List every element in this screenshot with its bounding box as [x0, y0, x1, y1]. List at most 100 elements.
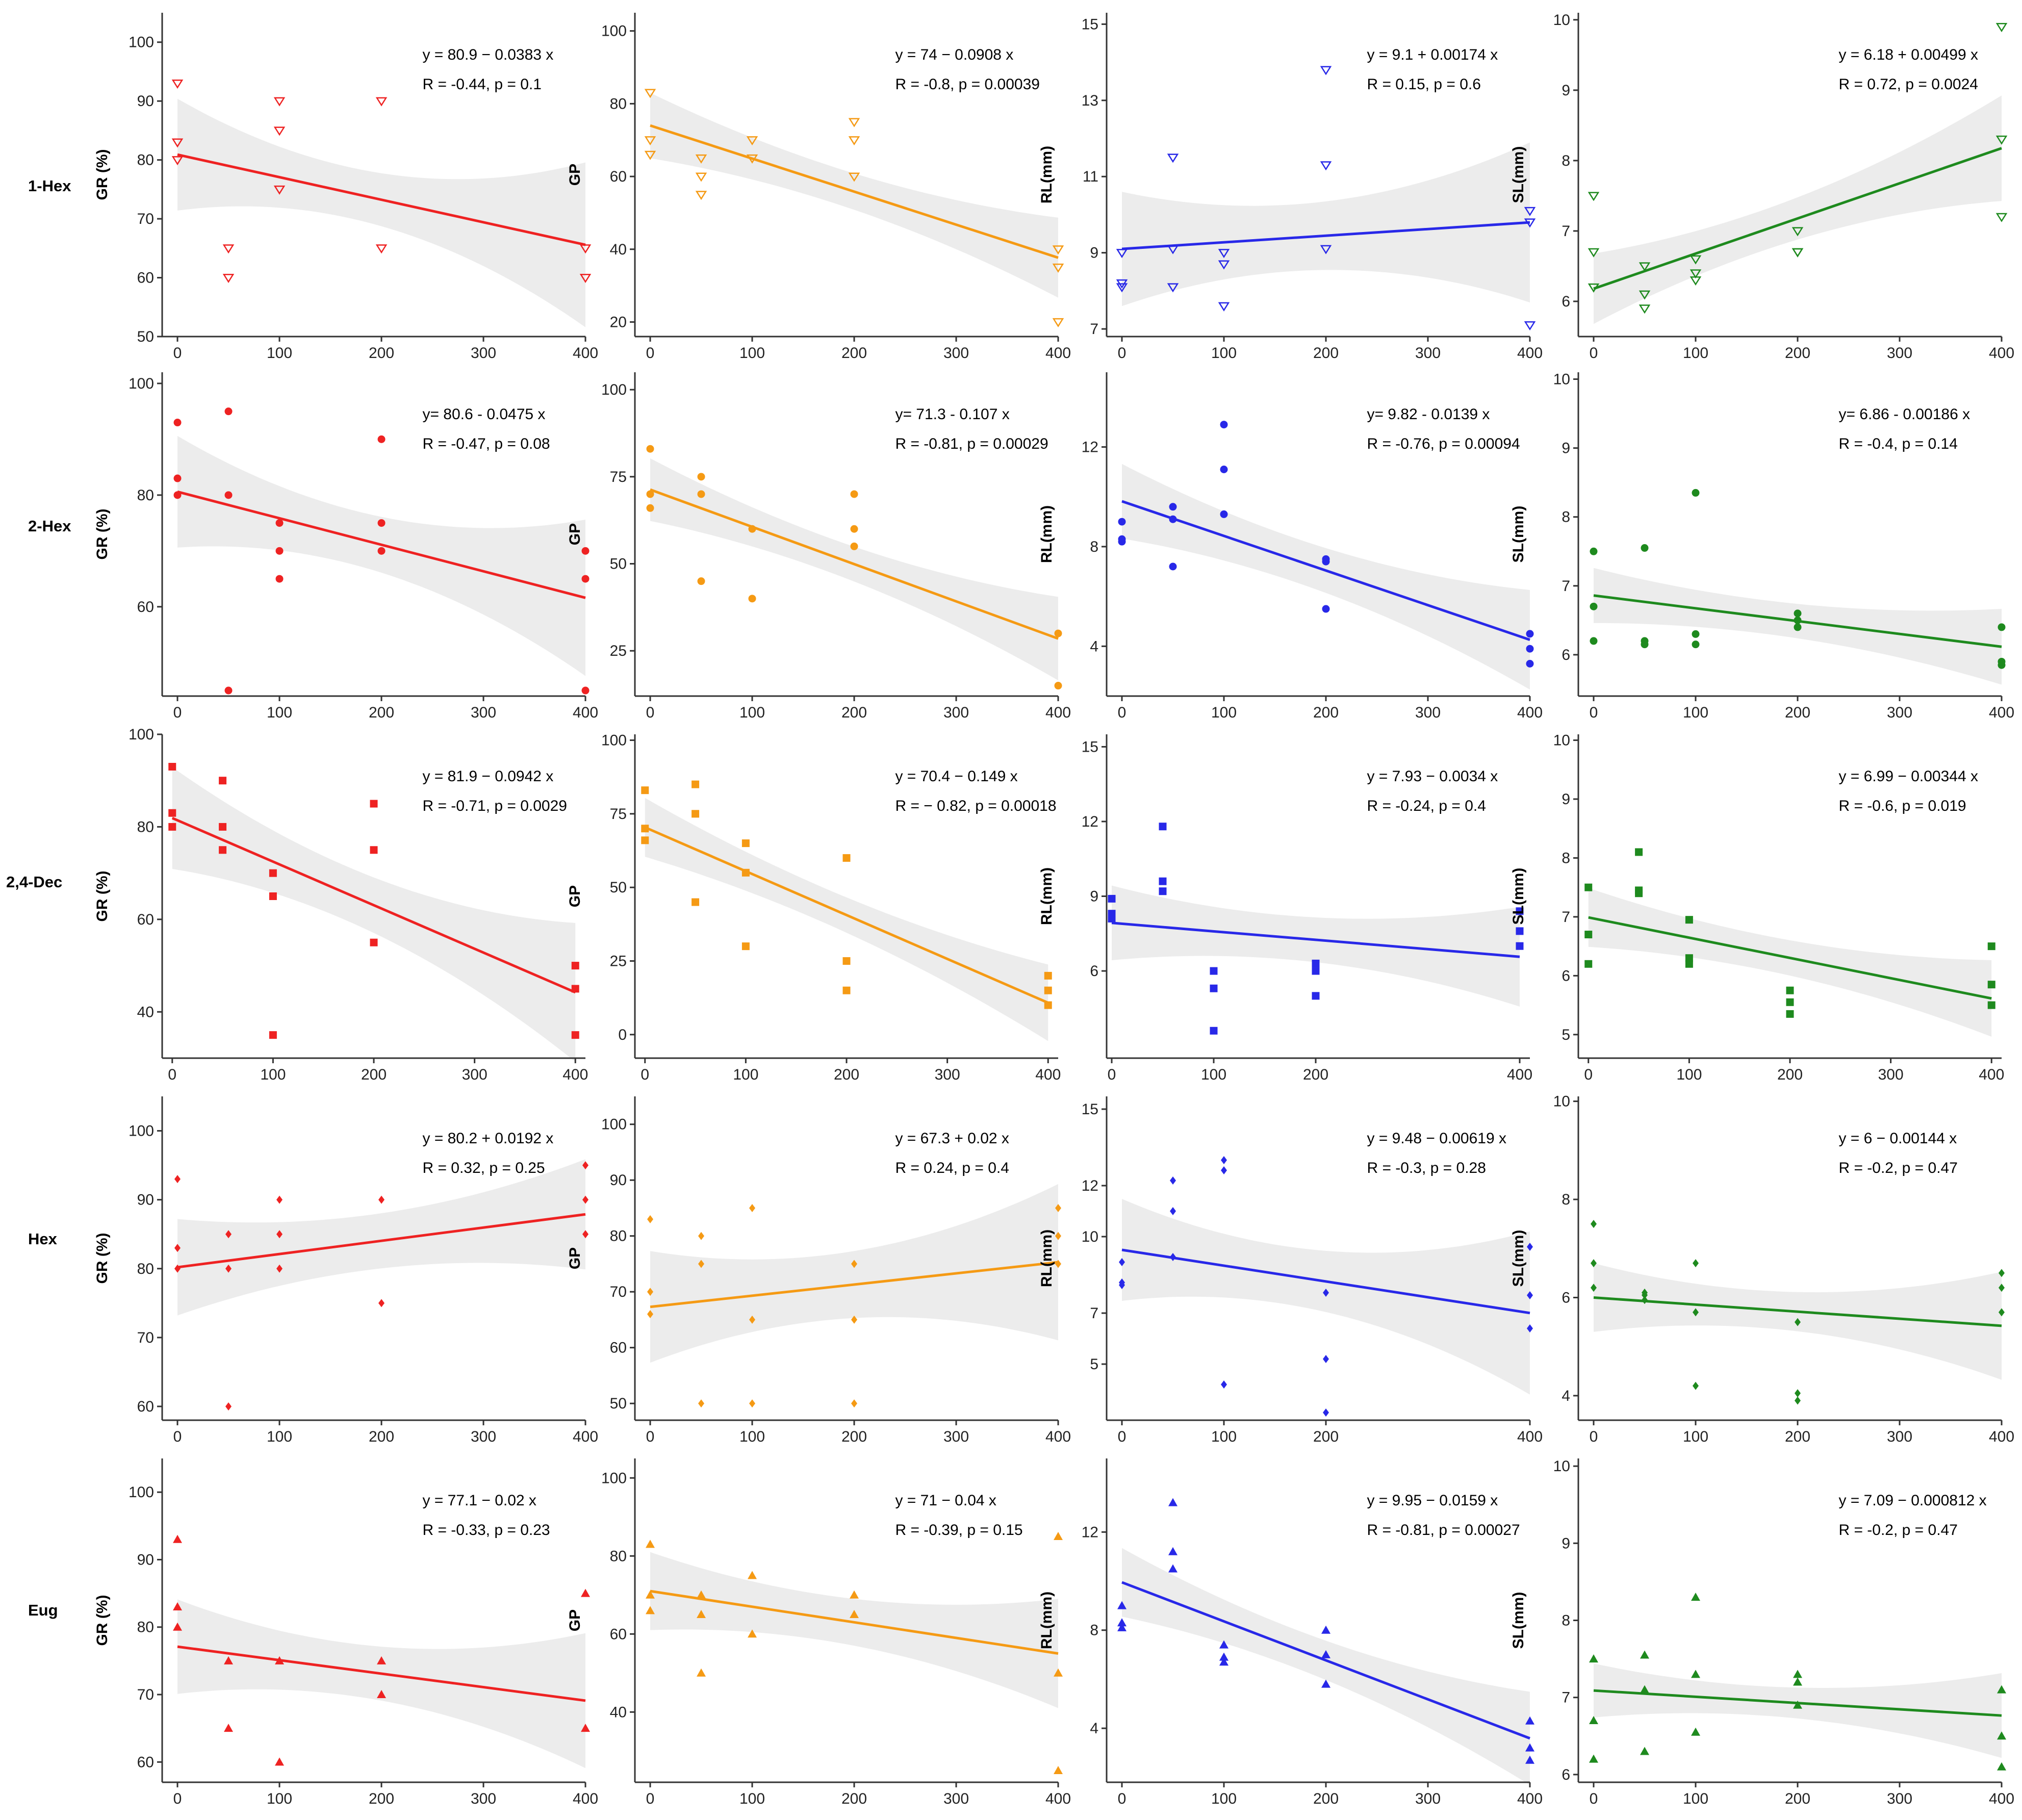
- confidence-band: [177, 1159, 585, 1316]
- data-point: [1691, 1670, 1700, 1678]
- y-tick-label: 100: [601, 1116, 627, 1133]
- data-point: [581, 686, 590, 695]
- panel-r1-c3: 7 9 11 13 15 0 100 200 300 400 RL(mm) y = 9.1 + 0.0…: [1038, 13, 1543, 362]
- data-point: [1323, 1289, 1329, 1297]
- data-point: [1987, 1001, 1995, 1009]
- data-point: [1159, 887, 1167, 895]
- data-point: [1052, 318, 1064, 327]
- data-point: [378, 1299, 385, 1308]
- data-point: [1999, 1269, 2005, 1277]
- y-axis-title: GP: [567, 1609, 583, 1631]
- data-point: [1054, 1668, 1063, 1677]
- y-axis-title: SL(mm): [1510, 1230, 1527, 1287]
- data-point: [850, 1590, 859, 1599]
- data-point: [1321, 1679, 1330, 1688]
- data-point: [749, 1203, 755, 1212]
- regression-equation: y = 9.48 − 0.00619 x: [1367, 1130, 1506, 1147]
- panel-r3-c1: 40 60 80 100 0 100 200 300 400 GR (%) y = 81.9 − 0…: [94, 726, 588, 1083]
- x-tick-label: 0: [646, 345, 655, 362]
- y-tick-label: 100: [129, 34, 154, 51]
- regression-line: [1593, 594, 2002, 648]
- data-point: [851, 1315, 857, 1324]
- regression-stats: R = 0.15, p = 0.6: [1367, 76, 1481, 93]
- y-axis-title: GR (%): [94, 149, 111, 200]
- y-tick-label: 80: [137, 152, 154, 169]
- x-tick-label: 100: [1211, 1790, 1237, 1807]
- y-tick-label: 40: [137, 1004, 154, 1020]
- y-tick-label: 100: [129, 726, 154, 743]
- x-tick-label: 0: [646, 1790, 655, 1807]
- regression-stats: R = 0.24, p = 0.4: [895, 1160, 1009, 1176]
- y-axis-title: GR (%): [94, 509, 111, 560]
- x-tick-label: 200: [1785, 345, 1810, 362]
- x-tick-label: 200: [1785, 704, 1810, 721]
- y-axis-title: GP: [567, 523, 583, 545]
- confidence-band: [1588, 888, 1992, 1037]
- regression-stats: R = -0.8, p = 0.00039: [895, 76, 1040, 93]
- data-point: [171, 138, 184, 148]
- regression-equation: y = 74 − 0.0908 x: [895, 46, 1013, 63]
- y-axis-title: SL(mm): [1510, 1592, 1527, 1649]
- data-point: [692, 780, 700, 788]
- data-point: [1221, 1380, 1227, 1389]
- y-tick-label: 12: [1082, 439, 1098, 456]
- x-tick-label: 100: [267, 704, 292, 721]
- data-point: [276, 1264, 283, 1273]
- regression-equation: y = 9.1 + 0.00174 x: [1367, 46, 1498, 63]
- x-tick-label: 100: [1211, 1428, 1237, 1445]
- data-point: [370, 800, 378, 808]
- data-point: [1997, 1685, 2006, 1694]
- y-tick-label: 50: [610, 556, 627, 573]
- y-tick-label: 9: [1090, 888, 1098, 905]
- data-point: [1999, 1308, 2005, 1317]
- panel-r1-c1: 50 60 70 80 90 100 0 100 200 300 400 GR (%) y = 80.9…: [94, 13, 598, 362]
- regression-equation: y = 70.4 − 0.149 x: [895, 768, 1017, 785]
- x-tick-label: 100: [1211, 704, 1237, 721]
- x-tick-label: 200: [369, 1428, 394, 1445]
- y-tick-label: 80: [137, 487, 154, 504]
- data-point: [1590, 602, 1598, 610]
- data-point: [1220, 510, 1228, 518]
- y-tick-label: 8: [1562, 850, 1570, 866]
- data-point: [1527, 1291, 1533, 1299]
- data-point: [1693, 1259, 1699, 1268]
- data-point: [1221, 1166, 1227, 1174]
- data-point: [1690, 276, 1702, 286]
- data-point: [1210, 984, 1218, 992]
- x-tick-label: 0: [1584, 1066, 1593, 1083]
- x-tick-label: 300: [943, 704, 969, 721]
- x-tick-label: 300: [1878, 1066, 1904, 1083]
- regression-line: [177, 490, 586, 599]
- y-tick-label: 8: [1562, 152, 1570, 169]
- panel-r4-c1: 60 70 80 90 100 0 100 200 300 400 GR (%) y = 80.2 +…: [94, 1096, 598, 1445]
- data-point: [1527, 1324, 1533, 1332]
- row-label-hex: Hex: [28, 1230, 58, 1248]
- data-point: [377, 435, 386, 443]
- data-point: [168, 823, 176, 831]
- regression-line: [650, 488, 1059, 640]
- x-tick-label: 400: [573, 1428, 598, 1445]
- data-point: [269, 892, 277, 900]
- regression-line: [177, 1645, 586, 1702]
- y-tick-label: 10: [1553, 371, 1570, 388]
- data-point: [1320, 161, 1332, 171]
- row-label-eug: Eug: [28, 1601, 58, 1619]
- data-point: [1323, 1408, 1329, 1417]
- x-tick-label: 300: [471, 704, 496, 721]
- data-point: [851, 1399, 857, 1408]
- confidence-band: [177, 98, 585, 327]
- confidence-band: [177, 1599, 585, 1768]
- data-point: [1685, 916, 1693, 924]
- data-point: [646, 1540, 655, 1548]
- x-tick-label: 400: [562, 1066, 588, 1083]
- data-point: [741, 839, 750, 848]
- data-point: [1108, 914, 1116, 922]
- x-tick-label: 200: [369, 345, 394, 362]
- data-point: [647, 1288, 653, 1296]
- data-point: [1170, 1176, 1176, 1185]
- y-tick-label: 80: [137, 1261, 154, 1277]
- x-tick-label: 0: [646, 704, 655, 721]
- y-tick-label: 100: [601, 732, 627, 749]
- x-tick-label: 0: [1118, 1428, 1127, 1445]
